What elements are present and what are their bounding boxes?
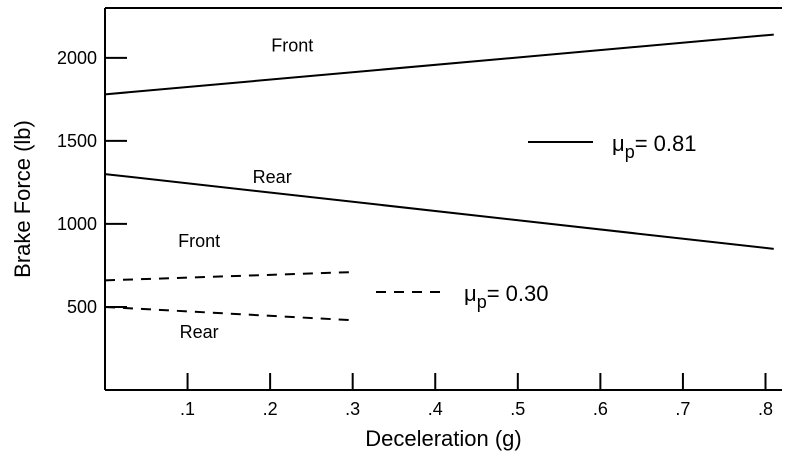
y-tick-label: 1000 [57, 214, 97, 234]
legend-value: = 0.81 [635, 131, 697, 156]
series-labels: Front Rear Front Rear [178, 36, 313, 342]
series-label-rear: Rear [180, 322, 219, 342]
axes [104, 7, 782, 391]
y-tick-label: 2000 [57, 48, 97, 68]
series-line-front-mu-0-30 [104, 271, 353, 282]
series-line-front-mu-0-81 [104, 33, 774, 96]
x-tick-label: .1 [180, 399, 195, 419]
series-lines [104, 33, 774, 322]
x-tick-label: .2 [263, 399, 278, 419]
legend-symbol: μ [612, 131, 625, 156]
x-tick-label: .3 [345, 399, 360, 419]
x-tick-label: .4 [428, 399, 443, 419]
series-label-front: Front [178, 231, 220, 251]
y-tick-label: 1500 [57, 131, 97, 151]
series-line-rear-mu-0-30 [104, 305, 353, 322]
x-tick-label: .6 [593, 399, 608, 419]
x-tick-label: .7 [675, 399, 690, 419]
series-label-rear: Rear [253, 167, 292, 187]
legend-label-mu-p: μp= 0.30 [464, 281, 548, 312]
legend-symbol: μ [464, 281, 477, 306]
series-label-front: Front [271, 36, 313, 56]
legend-value: = 0.30 [487, 281, 549, 306]
legend-subscript: p [477, 292, 487, 312]
y-axis-title: Brake Force (lb) [10, 120, 35, 278]
series-line-rear-mu-0-81 [104, 173, 774, 250]
x-tick-label: .5 [510, 399, 525, 419]
y-tick-label: 500 [67, 297, 97, 317]
x-tick-label: .8 [758, 399, 773, 419]
legend-subscript: p [625, 142, 635, 162]
legend-label-mu-p: μp= 0.81 [612, 131, 696, 162]
x-axis-title: Deceleration (g) [365, 426, 522, 451]
ticks: .1 .2 .3 .4 .5 .6 .7 .8 500 1000 1500 2000 [57, 48, 773, 419]
